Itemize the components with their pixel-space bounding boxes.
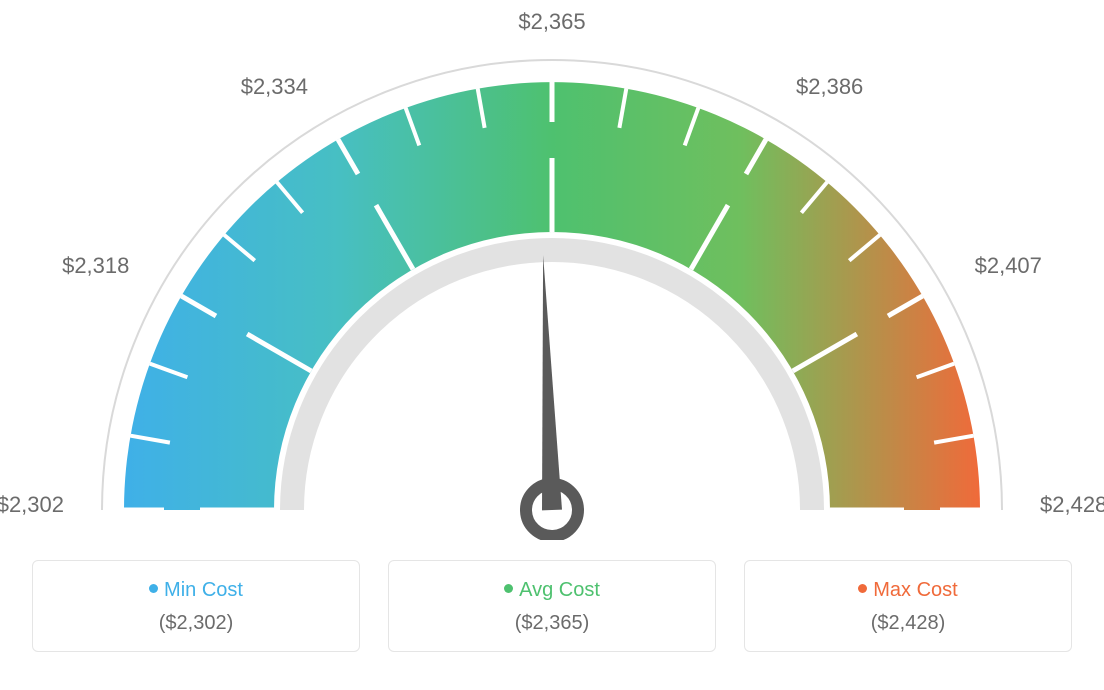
legend-label-max: Max Cost [873, 579, 957, 601]
gauge-tick-label: $2,334 [241, 74, 308, 100]
gauge-svg [20, 20, 1084, 540]
gauge-needle [517, 254, 579, 537]
gauge-chart: $2,302$2,318$2,334$2,365$2,386$2,407$2,4… [20, 20, 1084, 540]
gauge-tick-label: $2,428 [1040, 492, 1104, 518]
legend-row: Min Cost ($2,302) Avg Cost ($2,365) Max … [20, 560, 1084, 652]
gauge-tick-label: $2,318 [62, 253, 129, 279]
legend-value-min: ($2,302) [43, 612, 349, 635]
dot-icon [149, 584, 158, 593]
legend-title-max: Max Cost [755, 579, 1061, 602]
legend-card-max: Max Cost ($2,428) [744, 560, 1072, 652]
legend-title-min: Min Cost [43, 579, 349, 602]
legend-label-min: Min Cost [164, 579, 243, 601]
legend-card-min: Min Cost ($2,302) [32, 560, 360, 652]
dot-icon [858, 584, 867, 593]
legend-card-avg: Avg Cost ($2,365) [388, 560, 716, 652]
gauge-tick-label: $2,365 [518, 9, 585, 35]
legend-title-avg: Avg Cost [399, 579, 705, 602]
dot-icon [504, 584, 513, 593]
gauge-tick-label: $2,407 [975, 253, 1042, 279]
gauge-tick-label: $2,302 [0, 492, 64, 518]
legend-value-avg: ($2,365) [399, 612, 705, 635]
legend-value-max: ($2,428) [755, 612, 1061, 635]
gauge-tick-label: $2,386 [796, 74, 863, 100]
legend-label-avg: Avg Cost [519, 579, 600, 601]
